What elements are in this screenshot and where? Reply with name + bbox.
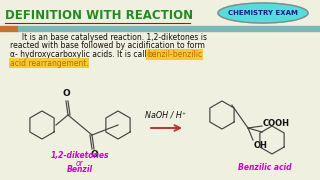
Bar xyxy=(0,26,18,31)
Text: CHEMISTRY EXAM: CHEMISTRY EXAM xyxy=(228,10,298,16)
Text: It is an base catalysed reaction. 1,2-diketones is: It is an base catalysed reaction. 1,2-di… xyxy=(10,33,207,42)
Text: Benzil: Benzil xyxy=(67,165,93,174)
Text: COOH: COOH xyxy=(263,120,290,129)
Text: O: O xyxy=(90,150,98,159)
Text: OH: OH xyxy=(254,141,268,150)
Text: DEFINITION WITH REACTION: DEFINITION WITH REACTION xyxy=(5,9,193,22)
Text: Benzilic acid: Benzilic acid xyxy=(238,163,292,172)
Ellipse shape xyxy=(218,3,308,23)
Text: O: O xyxy=(62,89,70,98)
Text: benzil-benzilic: benzil-benzilic xyxy=(147,50,202,59)
Text: reacted with base followed by acidification to form: reacted with base followed by acidificat… xyxy=(10,42,205,51)
Bar xyxy=(18,26,320,31)
Text: or: or xyxy=(76,159,84,168)
Text: α- hydroxycarboxylic acids. It is called: α- hydroxycarboxylic acids. It is called xyxy=(10,50,159,59)
Text: acid rearrangement.: acid rearrangement. xyxy=(10,58,89,68)
Text: NaOH / H⁺: NaOH / H⁺ xyxy=(145,111,187,120)
Text: 1,2-diketones: 1,2-diketones xyxy=(51,151,109,160)
